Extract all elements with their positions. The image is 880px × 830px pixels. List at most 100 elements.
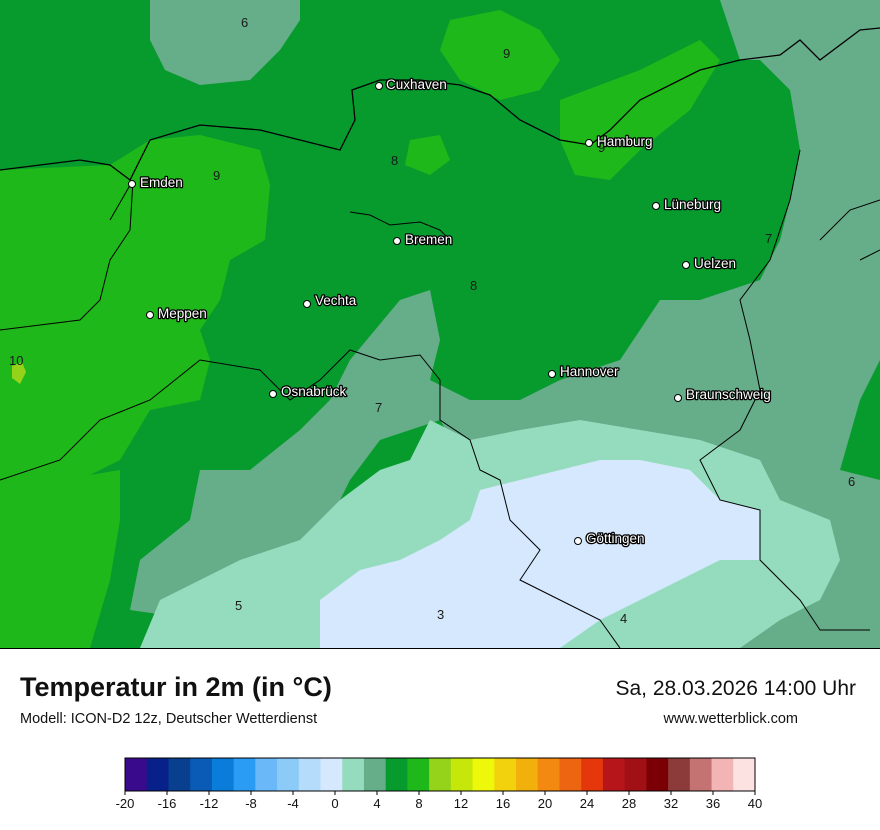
coastline [0,27,880,181]
city-marker-osnabrueck [269,390,277,398]
website-url: www.wetterblick.com [663,711,798,727]
legend-swatch [407,758,430,791]
contour-label-9-hamburg: 9 [598,140,605,155]
legend-swatch [277,758,300,791]
map-title: Temperatur in 2m (in °C) [20,672,332,702]
legend-swatch [450,758,474,791]
legend-border [124,757,756,792]
legend-tick-label: 16 [496,796,510,811]
legend-swatch [342,758,365,791]
city-marker-emden [128,180,136,188]
zone-9c-patch [405,135,450,175]
legend-swatch [668,758,691,791]
city-label-bremen: Bremen [405,232,452,247]
contour-label-6-north: 6 [241,15,248,30]
contour-label-9-north: 9 [503,46,510,61]
city-marker-hannover [548,370,556,378]
legend-swatch [125,758,148,791]
legend-swatch [429,758,452,791]
city-marker-hamburg [585,139,593,147]
legend-swatch [581,758,604,791]
city-marker-cuxhaven [375,82,383,90]
contour-labels: 6 9 8 9 9 7 8 10 7 6 5 3 4 [9,15,855,626]
legend-tick-label: 24 [580,796,594,811]
legend-swatch [602,758,626,791]
weather-map: 6 9 8 9 9 7 8 10 7 6 5 3 4 Cuxhaven Hamb… [0,0,880,649]
legend-swatch [646,758,669,791]
legend-tick-label: 0 [331,796,338,811]
legend-tick-label: 28 [622,796,636,811]
city-label-hannover: Hannover [560,364,619,379]
map-svg: 6 9 8 9 9 7 8 10 7 6 5 3 4 Cuxhaven Hamb… [0,0,880,648]
legend-swatch [516,758,539,791]
zone-6c-sea-nw [150,0,300,85]
legend-tick-label: 20 [538,796,552,811]
legend-swatch [255,758,278,791]
zone-9c-north [440,10,560,100]
city-marker-vechta [303,300,311,308]
state-border-east [699,149,880,631]
color-legend: -20 -16 -12 -8 -4 0 4 8 12 16 20 24 28 32 36 40 [116,757,762,811]
city-marker-lueneburg [652,202,660,210]
zone-3c-south [320,460,760,648]
legend-swatch [233,758,256,791]
legend-tick-label: -4 [287,796,299,811]
contour-label-7-south: 7 [375,400,382,415]
zone-9c-west-lower [0,470,120,648]
legend-swatch [211,758,235,791]
city-marker-braunschweig [674,394,682,402]
city-marker-bremen [393,237,401,245]
legend-tick-label: 4 [373,796,380,811]
contour-label-8-center: 8 [470,278,477,293]
legend-tick-label: 36 [706,796,720,811]
state-border-south [0,349,621,648]
city-label-uelzen: Uelzen [694,256,736,271]
legend-swatch [537,758,560,791]
legend-swatch [733,758,756,791]
legend-tick-label: 12 [454,796,468,811]
legend-tick-label: 40 [748,796,762,811]
city-label-goettingen: Göttingen [586,531,645,546]
legend-tick-label: 32 [664,796,678,811]
city-label-osnabrueck: Osnabrück [281,384,347,399]
legend-swatch [711,758,734,791]
legend-swatch [624,758,647,791]
legend-swatches [124,757,756,792]
city-label-vechta: Vechta [315,293,357,308]
legend-swatch [689,758,713,791]
city-label-lueneburg: Lüneburg [664,197,721,212]
zone-9c-west [0,135,270,560]
contour-label-8-bremerhaven: 8 [391,153,398,168]
legend-tick-label: 8 [415,796,422,811]
city-label-emden: Emden [140,175,183,190]
legend-swatch [472,758,495,791]
legend-swatch [363,758,387,791]
legend-ticks: -20 -16 -12 -8 -4 0 4 8 12 16 20 24 28 32 36 40 [116,791,762,811]
legend-swatch [168,758,191,791]
legend-swatch [494,758,517,791]
zone-9c-elbe [560,40,720,180]
city-label-braunschweig: Braunschweig [686,387,771,402]
zone-10c [12,362,26,384]
contour-label-4: 4 [620,611,627,626]
city-label-meppen: Meppen [158,306,207,321]
river-weser [349,211,451,241]
legend-swatch [559,758,582,791]
contour-label-6-east: 6 [848,474,855,489]
contour-label-3: 3 [437,607,444,622]
city-label-hamburg: Hamburg [597,134,653,149]
legend-tick-label: -8 [245,796,257,811]
model-subtitle: Modell: ICON-D2 12z, Deutscher Wetterdie… [20,711,318,727]
city-marker-goettingen [574,537,582,545]
legend-tick-label: -20 [116,796,135,811]
cities: Cuxhaven Hamburg Emden Lüneburg Bremen U… [128,76,772,547]
contour-label-7-east: 7 [765,231,772,246]
legend-swatch [146,758,169,791]
legend-tick-label: -16 [158,796,177,811]
legend-tick-label: -12 [200,796,219,811]
city-marker-uelzen [682,261,690,269]
contour-label-10: 10 [9,353,23,368]
contour-label-5: 5 [235,598,242,613]
city-label-cuxhaven: Cuxhaven [386,77,447,92]
forecast-datetime: Sa, 28.03.2026 14:00 Uhr [615,677,856,700]
